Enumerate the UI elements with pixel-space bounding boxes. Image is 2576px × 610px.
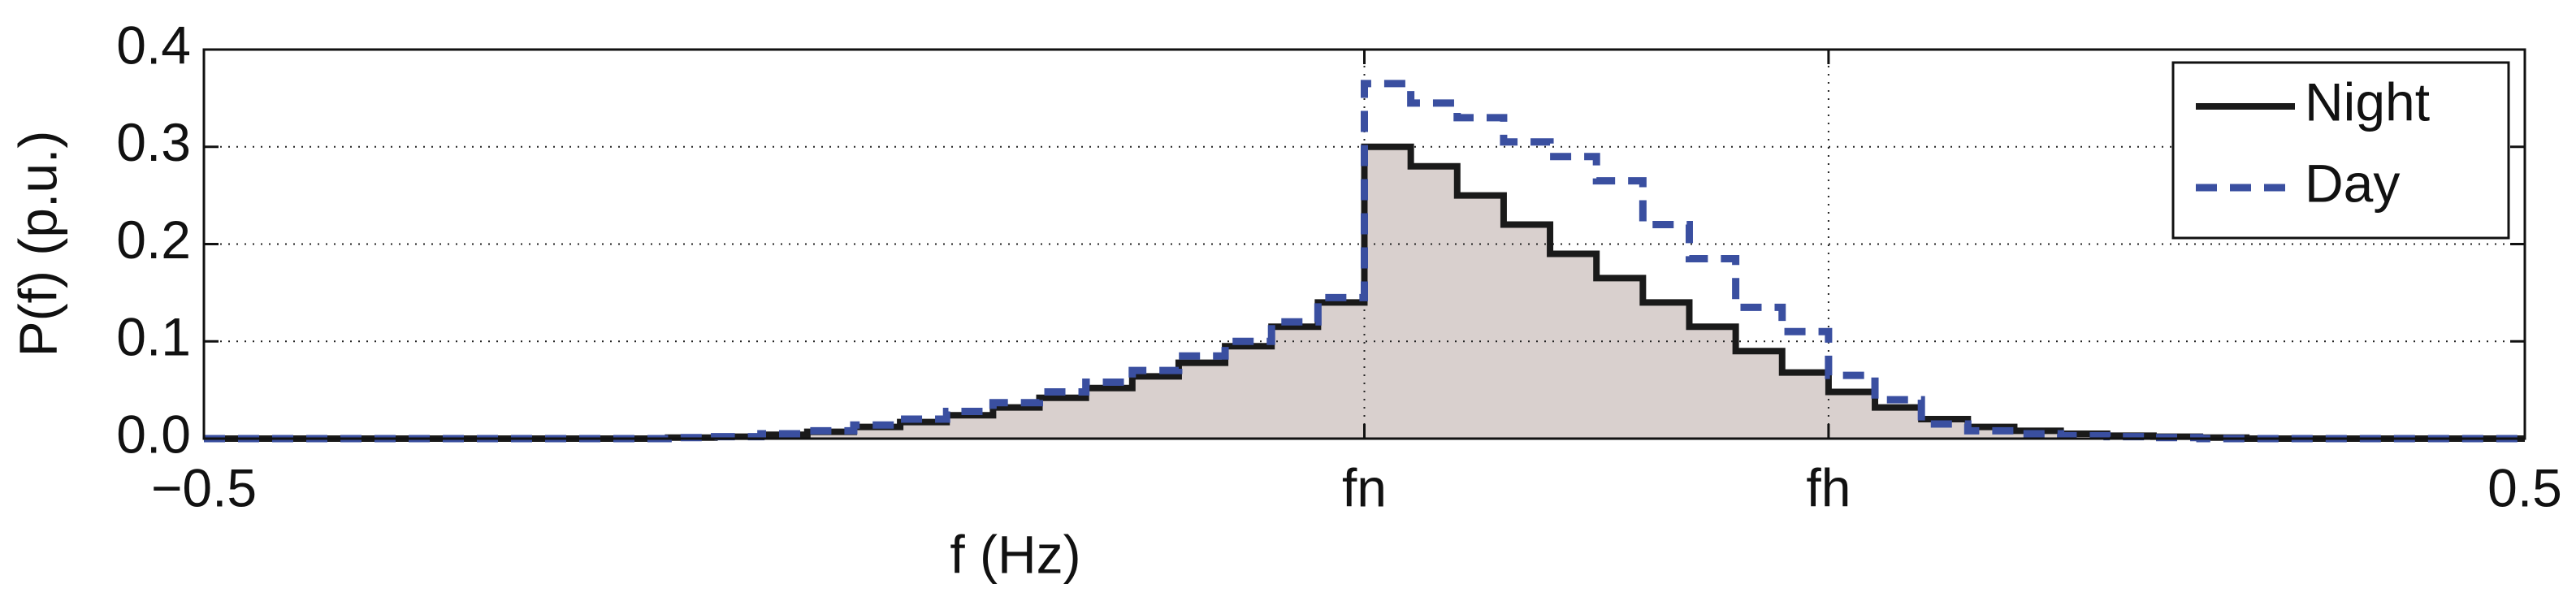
legend-box [2171,61,2510,240]
legend-label: Night [2305,71,2430,132]
x-axis-label: f (Hz) [950,524,1080,584]
y-tick-label: 0.2 [116,210,191,270]
y-tick-label: 0.3 [116,112,191,172]
x-tick-label: 0.5 [2487,457,2562,517]
y-tick-label: 0.1 [116,307,191,367]
y-tick-label: 0.0 [116,404,191,464]
x-tick-label: fh [1806,457,1851,517]
y-axis-label: P(f) (p.u.) [7,131,67,357]
y-tick-label: 0.4 [116,15,191,75]
series-line [204,80,2525,443]
legend-label: Day [2305,153,2400,213]
x-tick-label: fn [1342,457,1387,517]
x-tick-label: −0.5 [151,457,257,517]
